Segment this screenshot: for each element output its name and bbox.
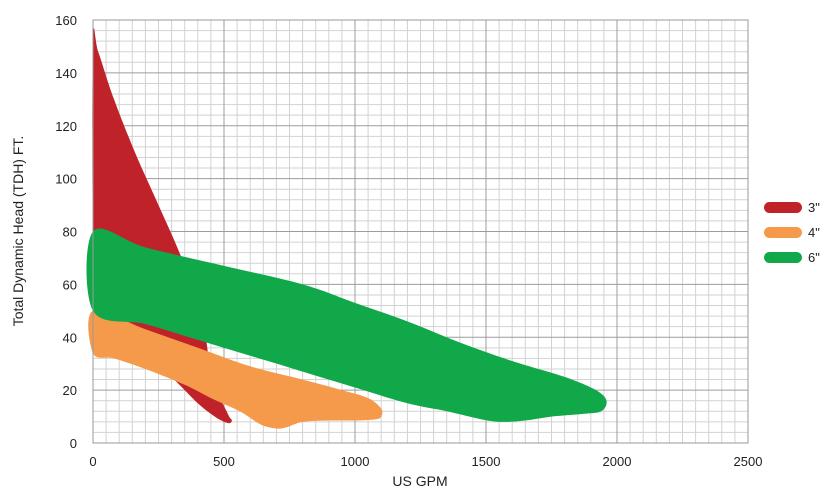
series-areas [86, 27, 607, 429]
x-tick-label: 2500 [734, 454, 763, 469]
y-tick-label: 0 [70, 436, 77, 451]
y-tick-labels: 0 20 40 60 80 100 120 140 160 [55, 13, 77, 451]
x-tick-label: 0 [89, 454, 96, 469]
legend-label-4in: 4" [808, 225, 820, 240]
x-tick-label: 2000 [603, 454, 632, 469]
legend-swatch-3in [764, 202, 802, 213]
x-tick-label: 500 [213, 454, 235, 469]
y-tick-label: 20 [63, 383, 77, 398]
y-axis-label: Total Dynamic Head (TDH) FT. [10, 136, 26, 327]
x-tick-label: 1500 [472, 454, 501, 469]
legend-label-3in: 3" [808, 200, 820, 215]
legend-label-6in: 6" [808, 250, 820, 265]
x-tick-label: 1000 [341, 454, 370, 469]
y-tick-label: 60 [63, 277, 77, 292]
x-axis-label: US GPM [392, 473, 447, 489]
series-area-6in [86, 228, 607, 422]
y-tick-label: 40 [63, 330, 77, 345]
series-area-4in [88, 310, 383, 429]
y-tick-label: 140 [55, 66, 77, 81]
plot-frame [92, 19, 749, 444]
x-tick-labels: 0 500 1000 1500 2000 2500 [89, 454, 762, 469]
y-tick-label: 160 [55, 13, 77, 28]
y-tick-label: 100 [55, 172, 77, 187]
y-tick-label: 80 [63, 225, 77, 240]
legend-swatch-4in [764, 227, 802, 238]
y-tick-label: 120 [55, 119, 77, 134]
legend: 3" 4" 6" [764, 200, 820, 265]
legend-swatch-6in [764, 252, 802, 263]
